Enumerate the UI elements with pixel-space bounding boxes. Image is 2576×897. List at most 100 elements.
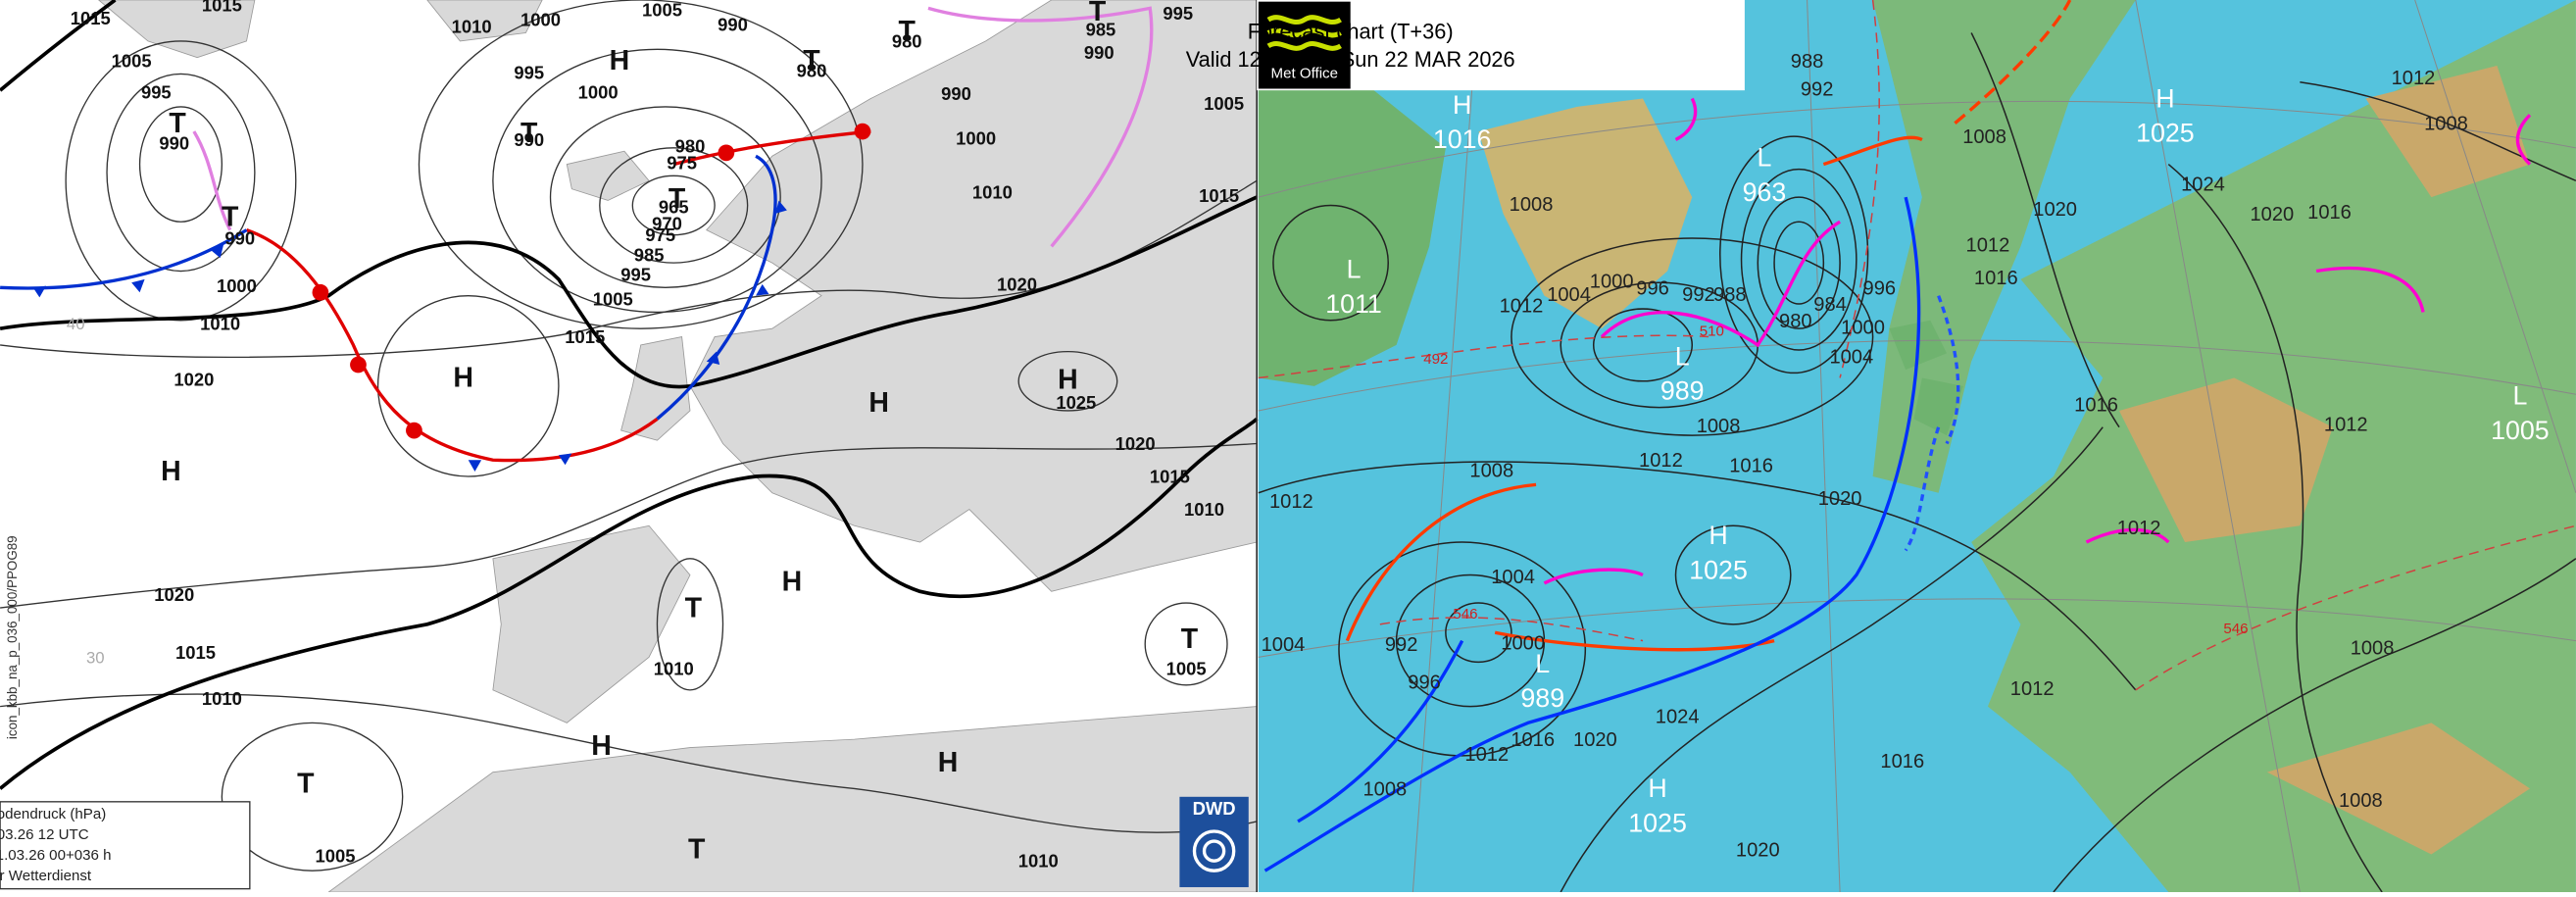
isobar-label: 1020 [1115, 433, 1156, 454]
isobar [418, 0, 864, 329]
isobar-label: 1016 [1880, 751, 1924, 772]
isobar [1740, 168, 1858, 351]
isobar-label: 1015 [1150, 467, 1190, 487]
isobar-label: 1020 [2250, 204, 2294, 225]
isobar-label: 1015 [202, 0, 242, 16]
isobar-label: 1015 [1199, 185, 1239, 206]
dwd-logo-swirl [1202, 839, 1226, 863]
pressure-centre: T [688, 834, 706, 866]
occluded-front [1600, 220, 1841, 348]
isobar [1445, 602, 1512, 664]
isobar-label: 1008 [2351, 637, 2395, 659]
info-text: Basis: ICON 21.03.26 00+036 h [0, 847, 111, 864]
isobar-label: 1012 [2010, 678, 2055, 700]
isobar-label: 990 [1084, 42, 1115, 63]
isobar-label: 1008 [1363, 778, 1408, 800]
pressure-centre-symbol: H [1709, 521, 1727, 550]
pressure-centre: H [161, 456, 181, 487]
isobar [376, 294, 560, 477]
cold-front [1263, 196, 1921, 872]
isobar-label: 1010 [972, 182, 1013, 203]
pressure-centre: T [1089, 0, 1107, 27]
pressure-centre: H [868, 387, 889, 419]
isobar [1258, 461, 2137, 691]
pressure-centre: T [222, 201, 239, 232]
isobar-label: 1012 [2324, 414, 2368, 435]
isobar [2167, 164, 2383, 893]
cold-front [1297, 639, 1464, 823]
land [98, 0, 256, 59]
isobar [138, 106, 223, 223]
isobar [2300, 81, 2576, 182]
isobar-label: 988 [1791, 51, 1824, 73]
isobar [0, 0, 117, 92]
info-text: Vorhersage Bodendruck (hPa) [0, 806, 106, 822]
pressure-centre-value: 1025 [2136, 118, 2195, 147]
fronts [1263, 0, 2532, 872]
land [1258, 66, 1446, 386]
isobar-label: 1010 [1018, 851, 1059, 872]
pressure-centre: T [1181, 623, 1199, 655]
pressure-centre-symbol: H [1648, 773, 1666, 803]
warm-front [1494, 630, 1775, 652]
land [566, 150, 650, 201]
front-symbol [854, 123, 871, 140]
isobar-label: 1016 [1729, 455, 1773, 476]
isobar-label: 990 [224, 228, 255, 249]
isobar-label: 992 [1385, 634, 1418, 656]
isobar-label: 1012 [1464, 744, 1509, 766]
chart-title: Forecast chart (T+36) [1248, 19, 1454, 43]
pressure-centre-value: 1005 [2491, 416, 2550, 445]
isobar [0, 195, 1258, 389]
isobar-label: 1025 [1056, 392, 1096, 413]
occluded-front [1543, 568, 1644, 585]
isobar-label: 1000 [578, 81, 619, 102]
pressure-centre: T [669, 183, 686, 215]
isobar-label: 1008 [1697, 416, 1741, 437]
pressure-centre: T [297, 769, 315, 800]
isobar-label: 1005 [1204, 93, 1244, 114]
isobar-label: 1004 [1829, 347, 1873, 369]
pressure-centre: H [610, 45, 630, 76]
pressure-centre: T [169, 108, 186, 139]
isobar-label: 1005 [593, 289, 633, 310]
isobar [549, 106, 781, 288]
isobar [492, 48, 822, 314]
isobar-label: 1005 [1166, 659, 1207, 679]
warm-front [1822, 135, 1923, 167]
isobar-label: 996 [1636, 277, 1669, 299]
pressure-centre: H [453, 363, 473, 394]
isobar-label: 1012 [2117, 518, 2161, 539]
pressure-centre: H [782, 566, 803, 597]
thickness-lines [1258, 0, 2576, 691]
thickness-label: 546 [1453, 606, 1477, 623]
isobar-label: 1012 [1269, 491, 1313, 513]
isobar [1017, 350, 1118, 412]
thickness-label: 510 [1700, 324, 1724, 340]
land [1478, 98, 1693, 329]
isobar-label: 1008 [1469, 460, 1513, 481]
thickness-label: 546 [2223, 621, 2248, 637]
isobar-label: 1010 [202, 688, 242, 709]
isobar-label: 1012 [1500, 296, 1544, 318]
isobar-label: 995 [141, 81, 172, 102]
occluded-front [1674, 97, 2532, 544]
isobar-label: 995 [1163, 3, 1193, 24]
isobar [221, 722, 404, 872]
occluded-front [192, 130, 232, 231]
isobar-label: 970 [652, 213, 682, 233]
isobars [1258, 32, 2576, 893]
isobar-label: 1016 [1974, 268, 2018, 289]
trough [1904, 295, 1960, 552]
isobar [1338, 541, 1587, 757]
isobar-label: 1010 [654, 659, 694, 679]
isobar-label: 1012 [1639, 450, 1683, 472]
land [492, 524, 691, 723]
thickness-label: 492 [1423, 351, 1448, 368]
isobar-label: 990 [941, 83, 971, 104]
isobar-label: 990 [159, 132, 189, 153]
pressure-centre-symbol: L [1535, 649, 1550, 678]
isobar [656, 558, 724, 691]
metoffice-map [1257, 0, 2576, 893]
isobar [1511, 237, 1874, 436]
